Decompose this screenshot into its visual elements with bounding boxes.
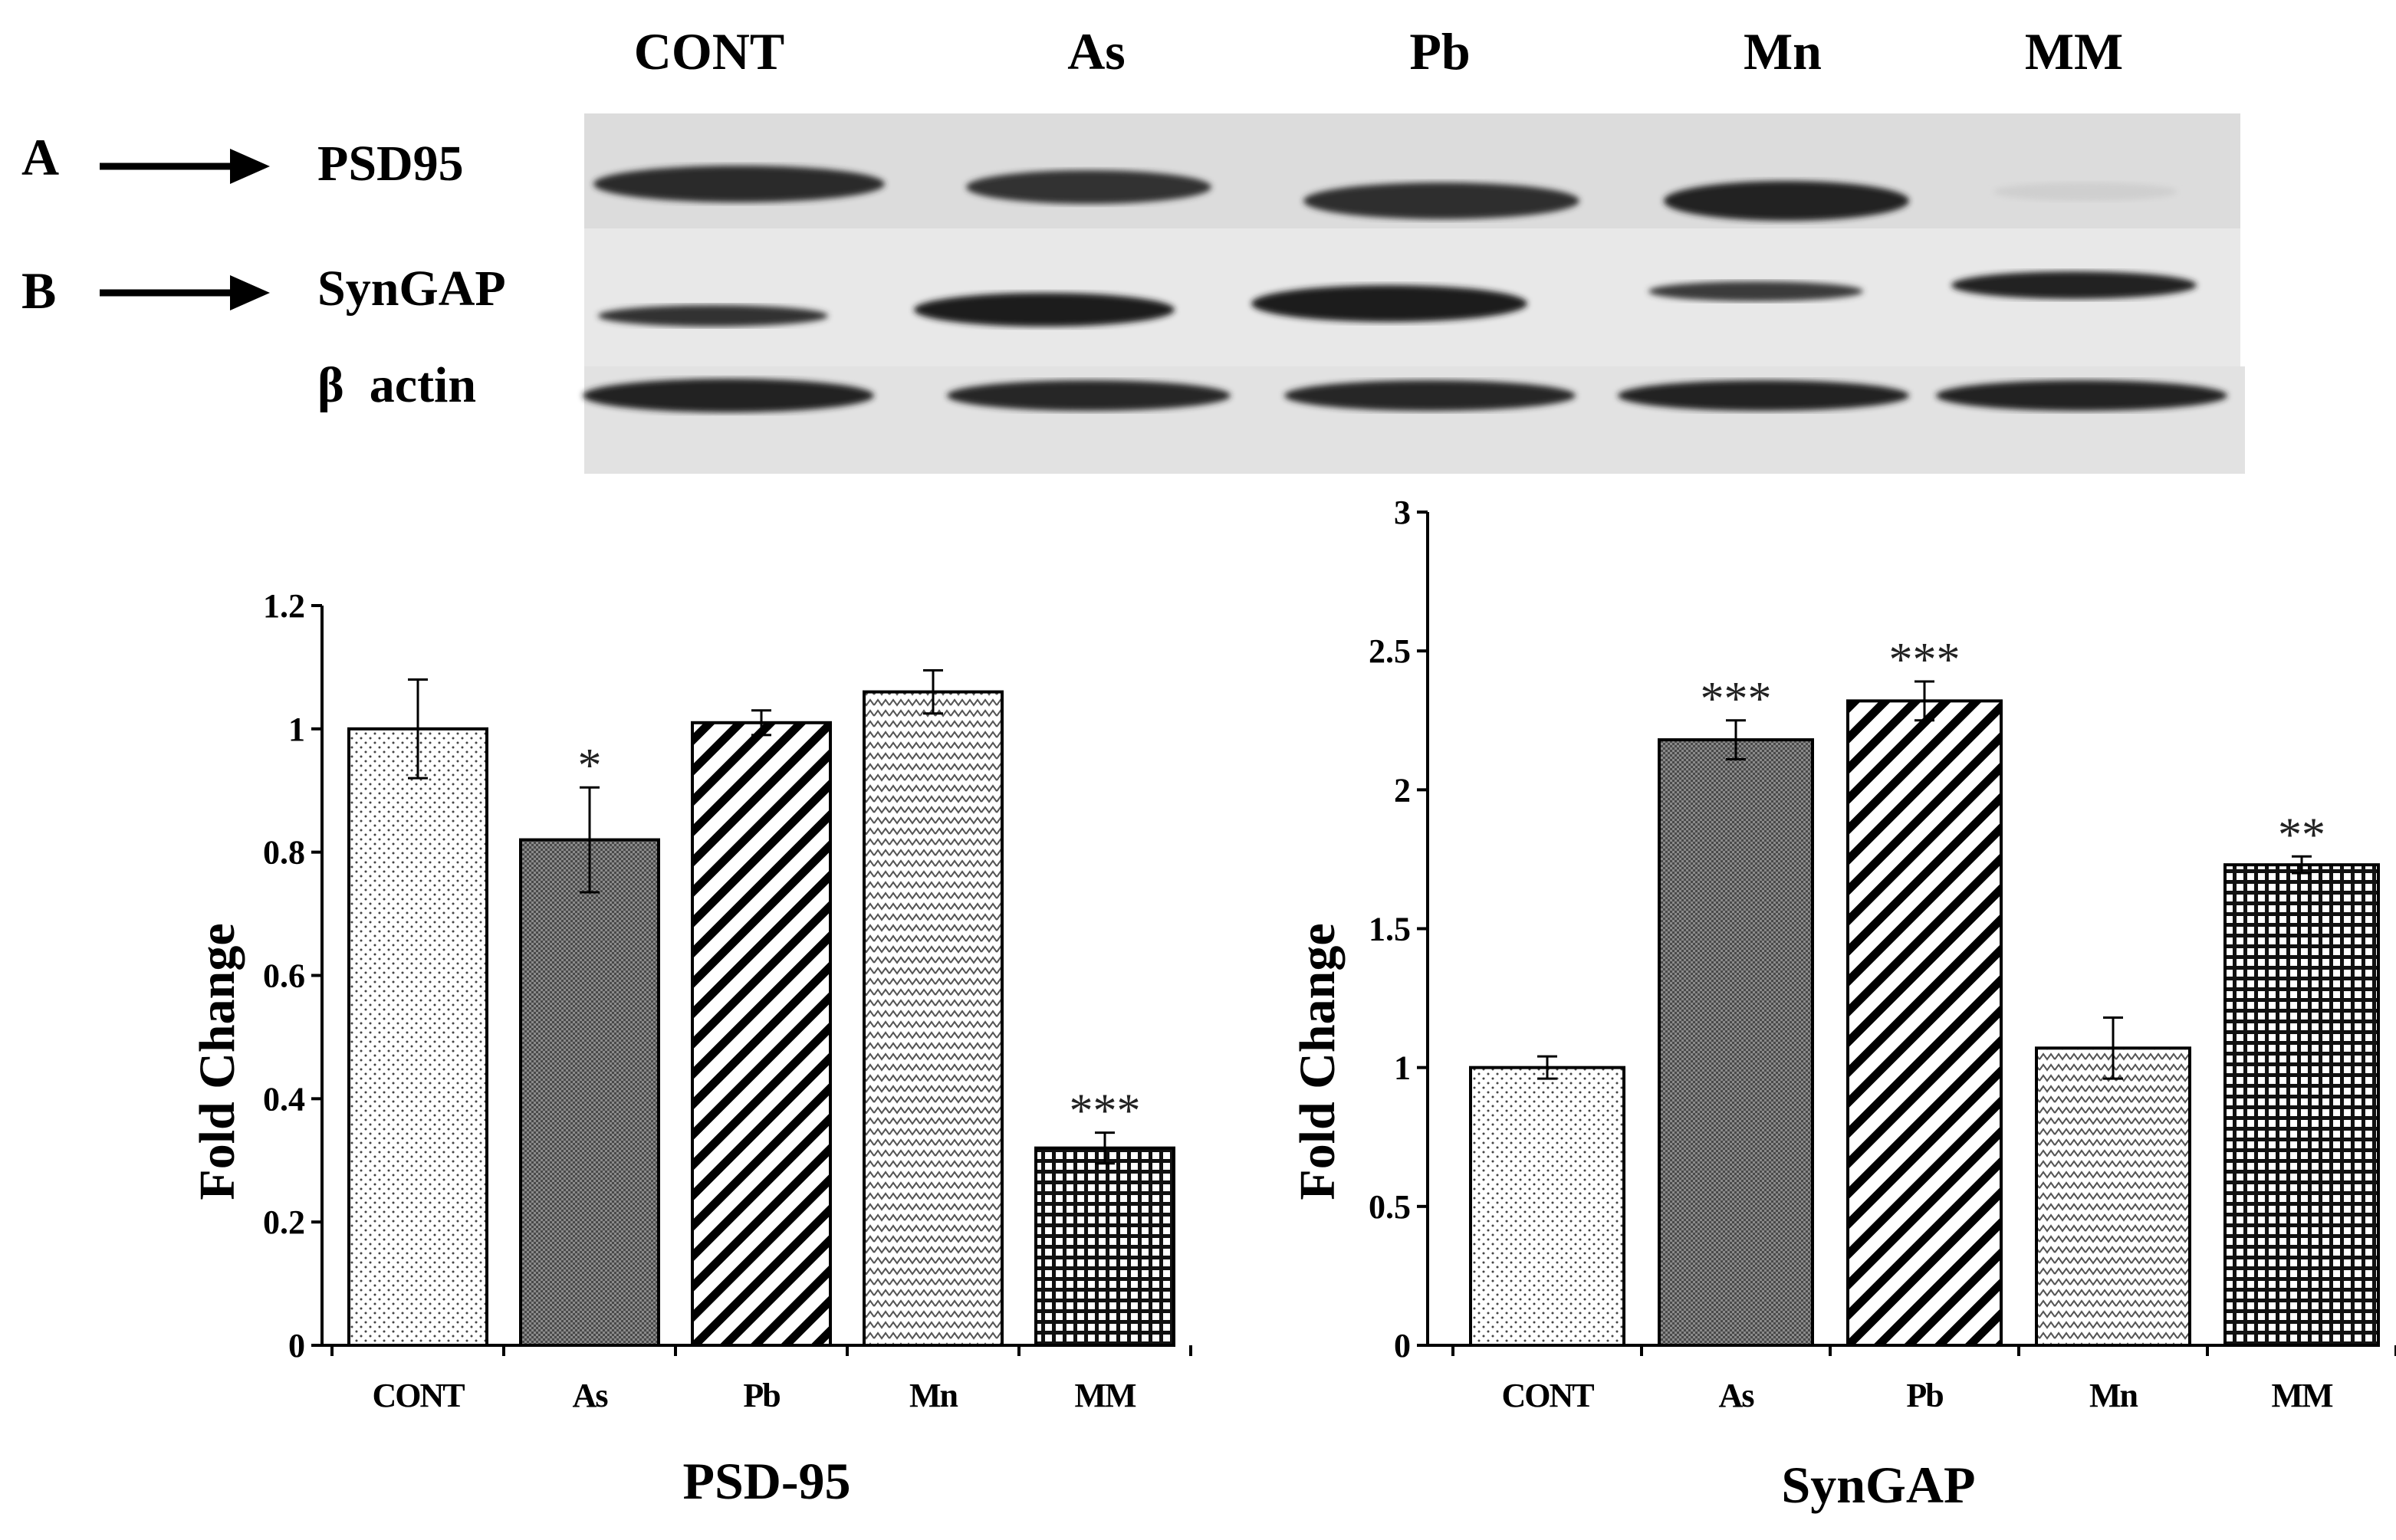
syngap-y-tick-label: 2.5 (1369, 632, 1411, 670)
lane-label-pb: Pb (1409, 22, 1470, 80)
band-syngap-mm (1951, 271, 2197, 299)
syngap-bar-as (1658, 738, 1814, 1347)
psd95-y-tick-label: 0.8 (263, 834, 305, 872)
psd95-y-tick-label: 0 (288, 1327, 305, 1364)
psd95-x-tick-label: CONT (372, 1377, 465, 1414)
syngap-x-axis-title: SynGAP (1781, 1456, 1975, 1514)
psd95-bar-chart: Fold Change PSD-95 CONT * As Pb Mn *** MM 0 0.2 0… (189, 587, 1192, 1510)
syngap-y-axis-label: Fold Change (1290, 923, 1346, 1200)
band-psd95-cont (593, 166, 885, 202)
western-blot: CONT As Pb Mn MM A PSD95 B SynGAP β acti… (21, 22, 2245, 474)
syngap-significance-mm: ** (2278, 809, 2325, 861)
lane-labels: CONT As Pb Mn MM (634, 22, 2123, 80)
syngap-bar-mm (2223, 863, 2380, 1347)
lane-label-mm: MM (2025, 22, 2123, 80)
syngap-significance-pb: *** (1889, 634, 1961, 686)
psd95-bar-mn (863, 690, 1004, 1347)
syngap-bar-chart: Fold Change SynGAP CONT *** As *** Pb Mn ** MM 0… (1290, 494, 2396, 1514)
psd95-error-bar-mn (923, 668, 943, 715)
syngap-y-tick-label: 0 (1394, 1327, 1411, 1364)
loading-control-label: β actin (317, 357, 476, 413)
psd95-significance-mm: *** (1070, 1085, 1141, 1138)
panel-a-label: PSD95 (317, 136, 464, 192)
band-syngap-cont (598, 305, 828, 327)
syngap-x-tick-label: As (1719, 1377, 1755, 1414)
syngap-y-tick-label: 0.5 (1369, 1188, 1411, 1226)
band-psd95-as (966, 170, 1211, 204)
psd95-significance-as: * (578, 740, 602, 792)
band-psd95-pb (1303, 182, 1579, 219)
lane-label-mn: Mn (1744, 22, 1822, 80)
band-actin-cont (583, 379, 874, 412)
panel-b-arrow (100, 275, 270, 310)
band-psd95-mn (1664, 181, 1909, 221)
syngap-error-bar-mm (2292, 855, 2312, 875)
syngap-bar-mn (2035, 1046, 2191, 1347)
syngap-bands (598, 271, 2197, 327)
psd95-y-axis-label: Fold Change (189, 923, 245, 1200)
syngap-y-tick-label: 3 (1394, 494, 1411, 531)
band-syngap-pb (1251, 285, 1527, 322)
syngap-significance-as: *** (1701, 673, 1772, 725)
psd95-x-tick-label: Pb (743, 1377, 780, 1414)
panel-b-label: SynGAP (317, 261, 506, 317)
actin-bands (583, 379, 2227, 412)
psd95-error-bar-pb (751, 709, 771, 737)
band-actin-mn (1618, 380, 1909, 411)
psd95-x-tick-label: As (573, 1377, 609, 1414)
psd95-bar-mm (1034, 1146, 1175, 1347)
band-psd95-mm (1993, 182, 2177, 201)
psd95-x-axis-title: PSD-95 (682, 1452, 850, 1510)
syngap-y-tick-label: 1.5 (1369, 911, 1411, 948)
syngap-y-tick-label: 1 (1394, 1049, 1411, 1087)
syngap-error-bar-pb (1914, 680, 1934, 722)
syngap-y-tick-label: 2 (1394, 771, 1411, 809)
syngap-error-bar-cont (1537, 1055, 1557, 1080)
psd95-error-bar-cont (408, 678, 428, 780)
psd95-x-tick-label: MM (1074, 1377, 1136, 1414)
syngap-x-tick-label: Pb (1906, 1377, 1943, 1414)
panel-a-arrow (100, 149, 270, 184)
panel-b-letter: B (21, 261, 56, 320)
syngap-x-tick-label: MM (2271, 1377, 2333, 1414)
psd95-x-tick-label: Mn (909, 1377, 958, 1414)
band-actin-mm (1936, 380, 2227, 411)
lane-label-cont: CONT (634, 22, 784, 80)
panel-a-letter: A (21, 128, 59, 186)
syngap-error-bar-mn (2103, 1016, 2123, 1080)
syngap-x-tick-label: Mn (2089, 1377, 2138, 1414)
syngap-x-tick-label: CONT (1501, 1377, 1594, 1414)
psd95-y-tick-label: 0.2 (263, 1203, 305, 1241)
psd95-bar-as (519, 838, 660, 1348)
psd95-error-bar-mm (1095, 1131, 1115, 1165)
syngap-bar-pb (1846, 699, 2003, 1347)
band-actin-as (947, 380, 1231, 411)
psd95-error-bar-as (580, 786, 600, 894)
psd95-y-tick-label: 1.2 (263, 587, 305, 625)
psd95-bar-pb (691, 721, 832, 1347)
psd95-y-tick-label: 0.6 (263, 957, 305, 995)
syngap-bar-cont (1469, 1066, 1625, 1347)
psd95-y-tick-label: 1 (288, 711, 305, 748)
band-actin-pb (1284, 380, 1576, 411)
lane-label-as: As (1067, 22, 1126, 80)
psd95-bar-cont (347, 727, 488, 1347)
band-syngap-as (914, 293, 1175, 327)
band-syngap-mn (1648, 281, 1863, 301)
syngap-error-bar-as (1726, 719, 1746, 760)
psd95-bands (593, 166, 2177, 221)
psd95-y-tick-label: 0.4 (263, 1080, 305, 1118)
